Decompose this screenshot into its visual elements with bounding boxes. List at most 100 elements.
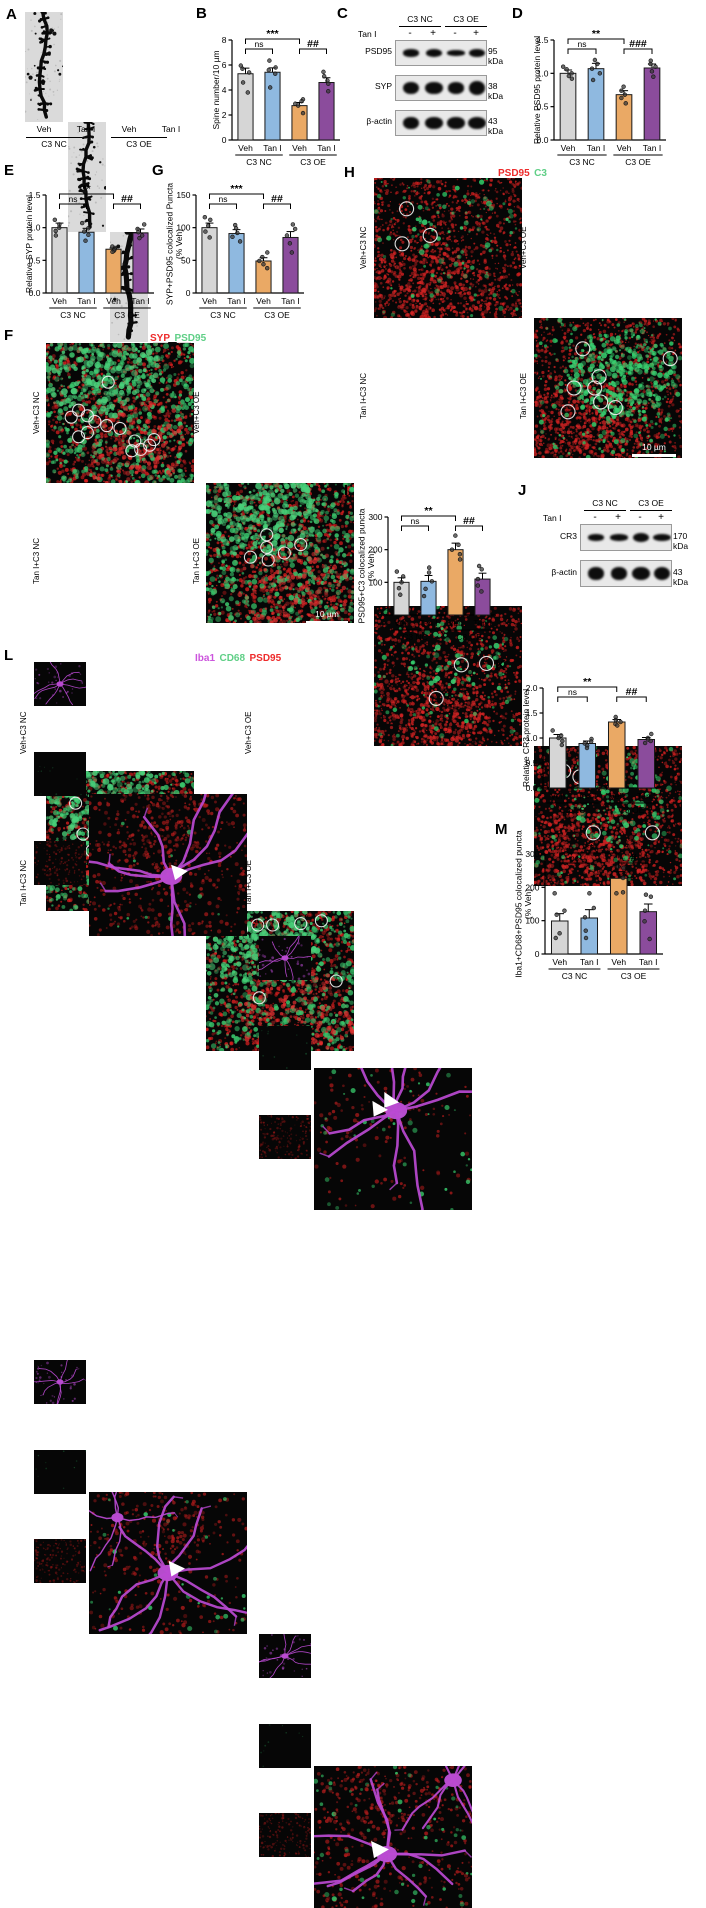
micrograph-tile: [34, 1450, 86, 1494]
micrograph-tile: [374, 178, 522, 318]
svg-text:Veh: Veh: [617, 143, 632, 153]
panel-j-letter: J: [518, 483, 526, 498]
blot-kda-label: 170 kDa: [673, 531, 690, 551]
micrograph-tile: [89, 794, 247, 936]
blot-band: [403, 82, 418, 94]
blot-group-rule: [445, 26, 487, 27]
svg-text:Veh: Veh: [238, 143, 253, 153]
blot-band: [469, 49, 485, 57]
micrograph-row-label: Tan I+C3 NC: [19, 812, 28, 954]
blot-band: [588, 567, 603, 580]
svg-text:6: 6: [222, 60, 227, 70]
micrograph-tile: [259, 1813, 311, 1857]
svg-text:Tan I: Tan I: [77, 296, 95, 306]
micrograph-row-label: Veh+C3 NC: [32, 343, 41, 483]
blot-band: [425, 117, 443, 129]
blot-kda-label: 38 kDa: [488, 81, 505, 101]
blot-membrane: [580, 560, 672, 587]
svg-text:2: 2: [222, 110, 227, 120]
micrograph-tile: [46, 343, 194, 483]
blot-lane-sign: +: [612, 512, 624, 523]
blot-band: [448, 82, 464, 93]
scale-bar-label: 10 µm: [306, 609, 348, 619]
micrograph-row-label: Tan I+C3 NC: [359, 326, 368, 466]
svg-text:C3 NC: C3 NC: [60, 310, 86, 320]
panel-a-group-rule-1: [26, 137, 82, 138]
svg-text:Tan I: Tan I: [227, 296, 245, 306]
svg-text:**: **: [592, 28, 601, 40]
micrograph-row-label: Veh+C3 NC: [19, 662, 28, 804]
blot-protein-name: β-actin: [355, 116, 392, 126]
svg-text:ns: ns: [69, 194, 78, 204]
micrograph-row-label: Veh+C3 OE: [244, 662, 253, 804]
micrograph-tile: [34, 1539, 86, 1583]
svg-text:Relative PSD95 protein level: Relative PSD95 protein level: [532, 36, 542, 144]
micrograph-row-label: Tan I+C3 OE: [192, 491, 201, 631]
micrograph-row-label: Tan I+C3 NC: [32, 491, 41, 631]
panel-a-group-1: C3 NC: [26, 139, 82, 149]
blot-band: [447, 117, 464, 129]
blot-band: [426, 49, 442, 57]
svg-text:Tan I: Tan I: [263, 143, 281, 153]
svg-text:C3 OE: C3 OE: [264, 310, 290, 320]
blot-lane-header-label: Tan I: [543, 513, 561, 523]
panel-a-letter: A: [6, 6, 17, 23]
micrograph-tile: [259, 1026, 311, 1070]
blot-lane-sign: -: [404, 28, 416, 39]
svg-text:##: ##: [307, 38, 319, 50]
blot-membrane: [395, 110, 487, 136]
svg-text:C3 OE: C3 OE: [625, 157, 651, 167]
blot-band: [468, 117, 486, 130]
svg-text:Tan I: Tan I: [317, 143, 335, 153]
dendrite-tile: [25, 12, 63, 122]
panel-l-letter: L: [4, 648, 13, 663]
blot-group-rule: [630, 510, 672, 511]
micrograph-tile: [34, 662, 86, 706]
blot-band: [632, 567, 649, 580]
svg-text:0: 0: [186, 288, 191, 298]
blot-lane-header-label: Tan I: [358, 29, 376, 39]
panel-f-letter: F: [4, 328, 13, 343]
blot-group-header: C3 NC: [399, 14, 441, 24]
blot-band: [469, 81, 485, 95]
svg-text:Tan I: Tan I: [131, 296, 149, 306]
svg-text:Tan I: Tan I: [587, 143, 605, 153]
blot-group-header: C3 NC: [584, 498, 626, 508]
micrograph-tile: [259, 1634, 311, 1678]
panel-a-images: [22, 12, 192, 122]
svg-text:ns: ns: [219, 194, 228, 204]
scale-bar: [632, 454, 676, 457]
svg-text:Veh: Veh: [202, 296, 217, 306]
panel-a-tile-labels: Veh Tan I Veh Tan I: [22, 124, 192, 136]
blot-lane-sign: +: [427, 28, 439, 39]
blot-band: [403, 49, 418, 56]
svg-text:(% Veh): (% Veh): [174, 229, 184, 259]
blot-membrane: [395, 75, 487, 101]
svg-text:**: **: [82, 183, 91, 195]
panel-a-tile-label-2: Tan I: [67, 124, 105, 134]
micrograph-row-label: Tan I+C3 OE: [519, 326, 528, 466]
svg-text:###: ###: [629, 38, 647, 50]
blot-lane-sign: -: [449, 28, 461, 39]
svg-text:Tan I: Tan I: [643, 143, 661, 153]
blot-band: [447, 50, 465, 55]
scale-bar: [420, 944, 466, 947]
svg-text:***: ***: [266, 28, 279, 40]
svg-text:8: 8: [222, 35, 227, 45]
blot-band: [425, 82, 442, 94]
blot-membrane: [395, 40, 487, 66]
svg-text:Veh: Veh: [52, 296, 67, 306]
blot-band: [588, 534, 603, 541]
